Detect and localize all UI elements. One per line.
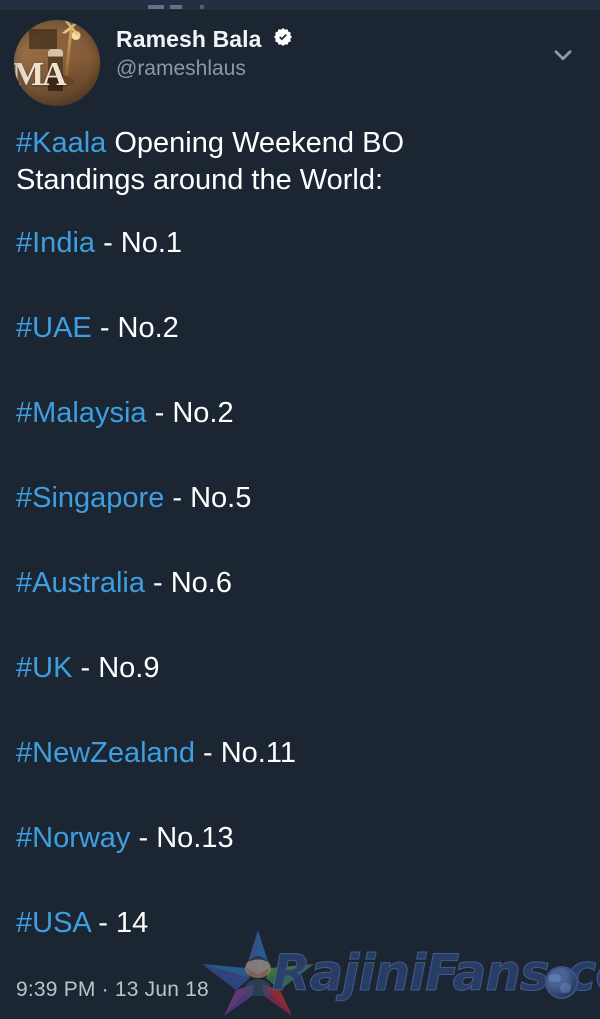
tweet-timestamp[interactable]: 9:39 PM · 13 Jun 18 [16,978,209,1001]
standings-rank: - No.11 [194,737,296,770]
avatar-photo-shape-a [29,28,57,50]
verified-badge-icon [273,27,293,47]
cut-off-top-bar [0,0,600,11]
standings-rank: - No.1 [95,227,183,260]
tweet-text: #Kaala Opening Weekend BO Standings arou… [16,125,588,990]
hashtag-link[interactable]: #India [16,227,96,260]
standings-list: #India - No.1 #UAE - No.2 #Malaysia - No.2… [16,225,588,990]
tweet-header: MA Ramesh Bala @rameshlaus [14,20,586,106]
hashtag-link[interactable]: #UK [16,652,73,685]
tweet-headline-text: Opening Weekend BO Standings around the … [16,127,405,197]
avatar-initials: MA [14,57,67,92]
standings-rank: - No.13 [130,822,234,855]
hashtag-link[interactable]: #USA [16,907,91,940]
avatar[interactable]: MA [14,20,100,106]
hashtag-link[interactable]: #Norway [16,822,131,855]
standings-rank: - No.2 [146,397,234,430]
standings-row: #NewZealand - No.11 [16,735,588,820]
hashtag-link[interactable]: #Singapore [16,482,165,515]
author-name-block: Ramesh Bala @rameshlaus [116,26,293,82]
avatar-vignette [14,20,100,106]
hashtag-link[interactable]: #NewZealand [16,737,195,770]
chevron-down-icon[interactable] [550,42,576,68]
standings-row: #India - No.1 [16,225,588,310]
tweet-headline: #Kaala Opening Weekend BO Standings arou… [16,125,486,199]
standings-rank: - No.9 [72,652,160,685]
avatar-photo-shape-c [48,49,64,91]
hashtag-link[interactable]: #UAE [16,312,92,345]
standings-row: #Australia - No.6 [16,565,588,650]
user-handle[interactable]: @rameshlaus [116,57,246,81]
standings-row: #UK - No.9 [16,650,588,735]
standings-row: #Malaysia - No.2 [16,395,588,480]
avatar-photo: MA [14,20,100,106]
hashtag-kaala[interactable]: #Kaala [16,127,107,159]
standings-rank: - No.2 [91,312,179,345]
standings-rank: - 14 [90,907,149,940]
standings-row: #USA - 14 [16,905,588,990]
standings-rank: - No.6 [144,567,232,600]
standings-row: #Norway - No.13 [16,820,588,905]
hashtag-link[interactable]: #Malaysia [16,397,147,430]
standings-rank: - No.5 [164,482,252,515]
hashtag-link[interactable]: #Australia [16,567,145,600]
cut-off-top-bar-text [148,5,208,9]
standings-row: #Singapore - No.5 [16,480,588,565]
display-name[interactable]: Ramesh Bala [116,26,262,52]
standings-row: #UAE - No.2 [16,310,588,395]
